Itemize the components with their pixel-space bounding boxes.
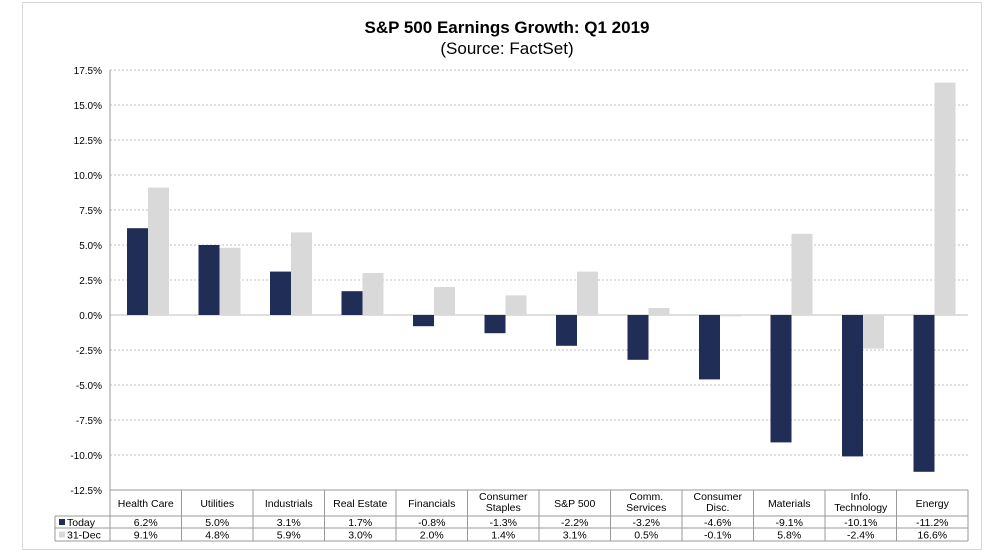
bar-today [198, 245, 220, 315]
bar-today [127, 228, 148, 315]
category-label: Consumer [479, 491, 528, 503]
data-label: -0.1% [704, 530, 731, 542]
category-label: Industrials [265, 498, 313, 510]
y-tick-label: -2.5% [76, 346, 102, 357]
data-label: 5.8% [777, 530, 801, 542]
category-label: S&P 500 [554, 498, 595, 510]
bar-31-dec [291, 232, 312, 315]
y-tick-label: 10.0% [74, 171, 102, 182]
legend-label: 31-Dec [67, 530, 101, 542]
bar-31-dec [505, 295, 527, 315]
y-tick-label: 2.5% [79, 276, 102, 287]
data-label: -2.2% [561, 517, 588, 529]
bar-today [699, 315, 720, 380]
bar-today [842, 315, 863, 457]
y-tick-label: -7.5% [76, 416, 102, 427]
category-label: Info. [851, 491, 871, 503]
y-tick-label: 7.5% [79, 206, 102, 217]
chart-title: S&P 500 Earnings Growth: Q1 2019 [364, 18, 649, 37]
bar-31-dec [720, 315, 741, 317]
category-label: Materials [768, 498, 811, 510]
chart-frame [22, 2, 982, 550]
data-label: 3.1% [563, 530, 587, 542]
y-tick-label: -5.0% [76, 381, 102, 392]
data-label: -0.8% [418, 517, 445, 529]
bar-today [556, 315, 577, 346]
bar-31-dec [791, 233, 813, 315]
y-tick-label: 5.0% [79, 241, 102, 252]
legend-swatch [59, 531, 65, 538]
bar-today [341, 291, 363, 315]
y-tick-label: 17.5% [74, 66, 102, 77]
data-label: -9.1% [776, 517, 803, 529]
category-label: Real Estate [333, 498, 387, 510]
bar-31-dec [934, 82, 956, 315]
data-label: -2.4% [847, 530, 874, 542]
bar-31-dec [434, 287, 455, 315]
data-label: 0.5% [634, 530, 658, 542]
data-label: 1.4% [491, 530, 515, 542]
data-label: 4.8% [205, 530, 229, 542]
chart-subtitle: (Source: FactSet) [440, 39, 573, 58]
category-label: Health Care [118, 498, 174, 510]
bar-31-dec [577, 271, 598, 315]
bar-31-dec [863, 315, 884, 349]
data-label: -11.2% [916, 517, 949, 529]
bar-today [413, 315, 434, 327]
bar-31-dec [648, 308, 670, 315]
data-label: -4.6% [704, 517, 731, 529]
data-label: 3.1% [277, 517, 301, 529]
data-label: -3.2% [633, 517, 660, 529]
y-tick-label: -12.5% [70, 486, 102, 497]
bar-today [627, 315, 649, 360]
bar-31-dec [148, 187, 169, 315]
y-tick-label: 12.5% [74, 136, 102, 147]
category-label: Services [626, 502, 666, 514]
data-label: 2.0% [420, 530, 444, 542]
category-label: Energy [916, 498, 950, 510]
data-label: 9.1% [134, 530, 158, 542]
data-label: 3.0% [348, 530, 372, 542]
data-label: 1.7% [348, 517, 372, 529]
bar-today [270, 271, 291, 315]
data-label: -10.1% [844, 517, 877, 529]
data-label: 5.0% [205, 517, 229, 529]
data-label: 16.6% [917, 530, 947, 542]
bar-today [913, 315, 935, 472]
bar-31-dec [219, 247, 241, 315]
legend-swatch [59, 519, 65, 525]
category-label: Comm. [629, 491, 663, 503]
legend-label: Today [67, 517, 96, 529]
bar-today [770, 315, 792, 443]
y-tick-label: -10.0% [70, 451, 102, 462]
bar-today [484, 315, 506, 334]
category-label: Utilities [200, 498, 234, 510]
category-label: Disc. [706, 502, 729, 514]
category-label: Consumer [694, 491, 743, 503]
category-label: Staples [486, 502, 521, 514]
data-label: 5.9% [277, 530, 301, 542]
category-label: Financials [408, 498, 455, 510]
category-label: Technology [834, 502, 888, 514]
data-label: -1.3% [490, 517, 517, 529]
y-tick-label: 15.0% [74, 101, 102, 112]
y-tick-label: 0.0% [79, 311, 102, 322]
bar-31-dec [362, 273, 384, 315]
data-label: 6.2% [134, 517, 158, 529]
